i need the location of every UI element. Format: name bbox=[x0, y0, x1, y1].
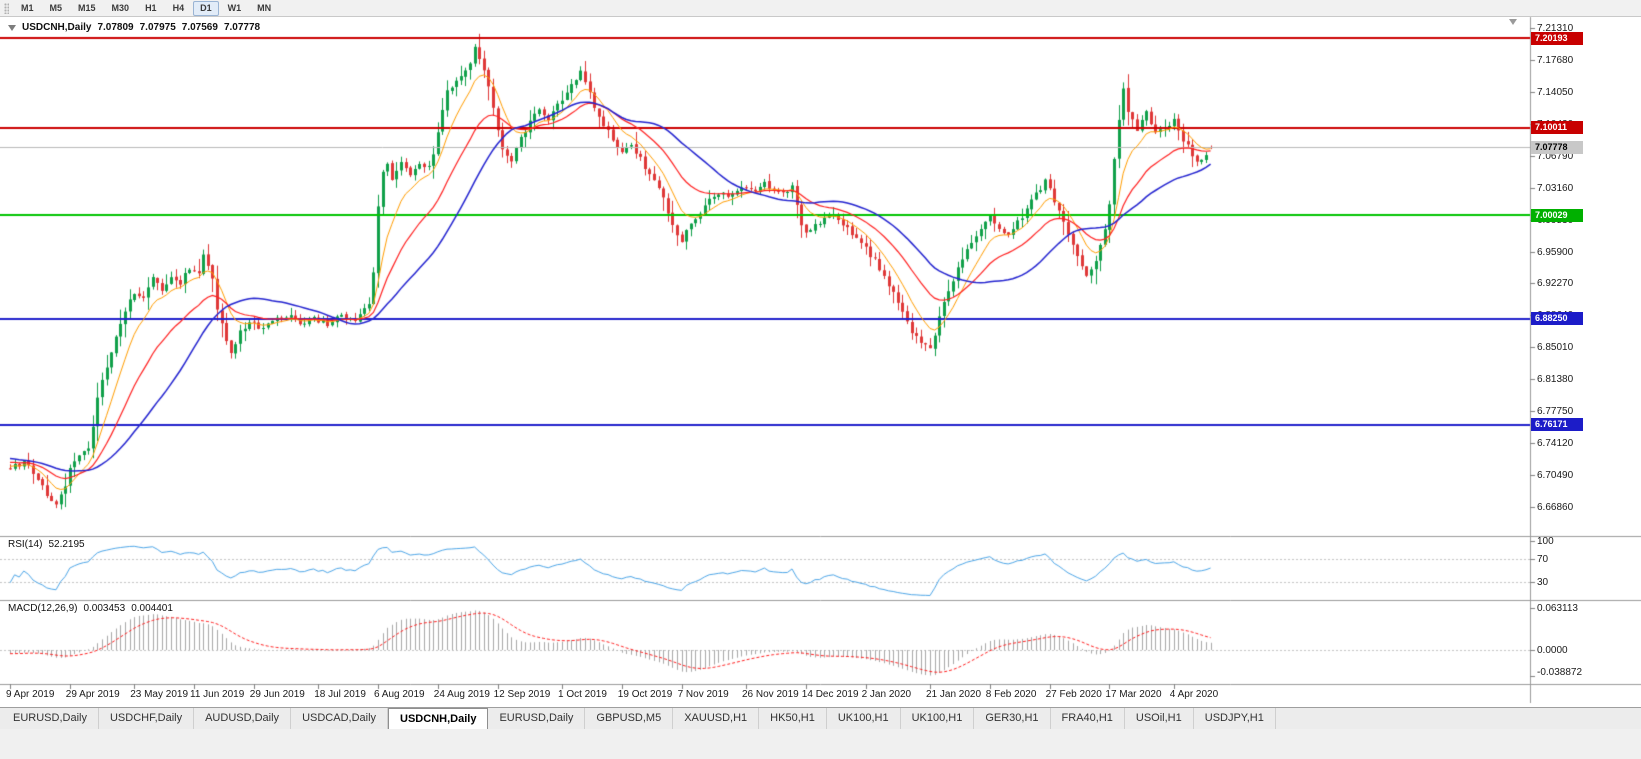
timeframe-button-w1[interactable]: W1 bbox=[227, 2, 242, 13]
chart-tab-fra40-h1[interactable]: FRA40,H1 bbox=[1051, 708, 1125, 729]
macd-main-value: 0.003453 bbox=[83, 603, 126, 614]
rsi-panel-header: RSI(14) 52.2195 bbox=[8, 539, 85, 550]
chart-tab-hk50-h1[interactable]: HK50,H1 bbox=[759, 708, 827, 729]
chart-tab-usdcnh-daily[interactable]: USDCNH,Daily bbox=[388, 708, 489, 729]
one-click-trading-icon[interactable] bbox=[8, 24, 16, 31]
timeframe-button-m1[interactable]: M1 bbox=[21, 2, 34, 13]
chart-symbol-label: USDCNH,Daily bbox=[22, 22, 92, 33]
chart-tab-xauusd-h1[interactable]: XAUUSD,H1 bbox=[673, 708, 760, 729]
chart-tab-ger30-h1[interactable]: GER30,H1 bbox=[974, 708, 1051, 729]
timeframe-button-d1[interactable]: D1 bbox=[193, 0, 219, 16]
chart-shift-marker-icon[interactable] bbox=[1509, 19, 1517, 25]
chart-tab-eurusd-daily[interactable]: EURUSD,Daily bbox=[488, 708, 586, 729]
chart-tab-usdjpy-h1[interactable]: USDJPY,H1 bbox=[1194, 708, 1276, 729]
macd-panel-header: MACD(12,26,9) 0.003453 0.004401 bbox=[8, 603, 173, 614]
rsi-current-value: 52.2195 bbox=[48, 539, 85, 550]
timeframe-button-m30[interactable]: M30 bbox=[111, 2, 130, 13]
timeframe-toolbar: M1 M5 M15 M30 H1 H4 D1 W1 MN bbox=[0, 0, 1641, 17]
chart-header: USDCNH,Daily 7.07809 7.07975 7.07569 7.0… bbox=[8, 22, 260, 33]
chart-tab-eurusd-daily[interactable]: EURUSD,Daily bbox=[2, 708, 99, 729]
timeframe-button-m5[interactable]: M5 bbox=[49, 2, 63, 13]
macd-indicator-label: MACD(12,26,9) bbox=[8, 603, 78, 614]
chart-tab-uk100-h1[interactable]: UK100,H1 bbox=[827, 708, 901, 729]
ohlc-low-value: 7.07569 bbox=[181, 22, 218, 33]
timeframe-button-h4[interactable]: H4 bbox=[172, 2, 185, 13]
chart-tab-uk100-h1[interactable]: UK100,H1 bbox=[901, 708, 975, 729]
timeframe-button-m15[interactable]: M15 bbox=[78, 2, 96, 13]
rsi-indicator-label: RSI(14) bbox=[8, 539, 43, 550]
chart-tab-usoil-h1[interactable]: USOil,H1 bbox=[1125, 708, 1194, 729]
ohlc-high-value: 7.07975 bbox=[139, 22, 176, 33]
toolbar-drag-handle[interactable] bbox=[4, 2, 9, 14]
chart-tab-usdchf-daily[interactable]: USDCHF,Daily bbox=[99, 708, 195, 729]
chart-tab-usdcad-daily[interactable]: USDCAD,Daily bbox=[291, 708, 389, 729]
macd-signal-value: 0.004401 bbox=[131, 603, 173, 614]
chart-tab-bar: EURUSD,Daily USDCHF,Daily AUDUSD,Daily USDC… bbox=[0, 707, 1641, 729]
timeframe-button-h1[interactable]: H1 bbox=[145, 2, 157, 13]
chart-tab-gbpusd-m5[interactable]: GBPUSD,M5 bbox=[585, 708, 674, 729]
ohlc-open-value: 7.07809 bbox=[97, 22, 134, 33]
chart-tab-audusd-daily[interactable]: AUDUSD,Daily bbox=[194, 708, 292, 729]
ohlc-close-value: 7.07778 bbox=[223, 22, 261, 33]
status-strip bbox=[0, 729, 1641, 759]
timeframe-button-mn[interactable]: MN bbox=[257, 2, 272, 13]
